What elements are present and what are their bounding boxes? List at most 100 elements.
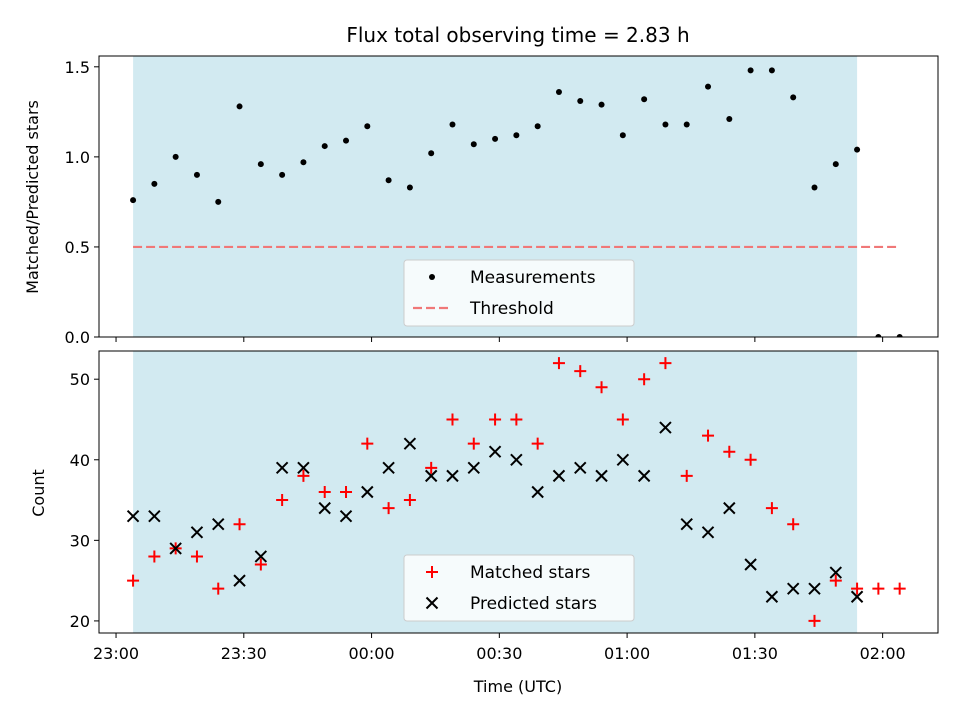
matched-point — [829, 574, 842, 587]
matched-point — [574, 365, 587, 378]
y-tick-label: 1.0 — [65, 148, 90, 167]
predicted-point — [403, 437, 417, 450]
matched-point — [190, 550, 203, 563]
measurement-point — [492, 135, 499, 142]
measurement-point — [406, 184, 413, 191]
matched-point — [744, 453, 757, 466]
axes-frame — [98, 55, 939, 338]
x-tick-label: 02:00 — [860, 644, 906, 663]
top-panel: 0.0 0.5 1.0 1.5 Measurements Threshold — [65, 55, 939, 347]
matched-point — [872, 582, 885, 595]
measurement-point — [619, 132, 626, 139]
measurement-point — [726, 116, 733, 123]
measurement-point — [705, 83, 712, 90]
matched-point — [851, 582, 864, 595]
predicted-point — [637, 469, 651, 483]
matched-point — [446, 413, 459, 426]
predicted-point — [680, 518, 693, 531]
y-tick-label: 50 — [70, 370, 90, 389]
measurement-point — [172, 153, 179, 160]
matched-point — [702, 429, 715, 442]
measurement-point — [385, 177, 392, 184]
measurement-point — [811, 184, 818, 191]
x-axis-label: Time (UTC) — [473, 677, 562, 696]
measurement-point — [662, 121, 669, 128]
x-tick-label: 00:30 — [476, 644, 522, 663]
legend-marker — [426, 566, 438, 578]
matched-point — [254, 558, 267, 571]
matched-point — [765, 502, 778, 515]
predicted-point — [424, 469, 438, 483]
predicted-point — [233, 574, 246, 587]
measurement-point — [875, 334, 882, 337]
matched-point — [148, 550, 161, 563]
measurement-point — [449, 121, 456, 128]
x-tick-label: 00:00 — [349, 644, 395, 663]
predicted-point — [616, 453, 630, 466]
matched-point — [595, 381, 608, 394]
matched-point — [680, 469, 693, 482]
matched-point — [276, 494, 289, 507]
predicted-point — [169, 542, 182, 555]
measurement-point — [683, 121, 690, 128]
predicted-point — [595, 469, 608, 483]
predicted-point — [723, 501, 736, 515]
plot-area — [126, 357, 906, 627]
plot-area — [130, 67, 903, 337]
matched-point — [361, 437, 374, 450]
predicted-point — [339, 509, 353, 523]
measurement-point — [534, 123, 541, 130]
y-tick-label: 0.0 — [65, 328, 90, 347]
legend-label: Threshold — [469, 299, 554, 319]
predicted-point — [318, 501, 331, 515]
matched-point — [318, 486, 331, 498]
predicted-point — [275, 461, 289, 475]
measurement-point — [470, 141, 477, 148]
legend-marker — [429, 274, 435, 280]
matched-point — [510, 413, 523, 426]
predicted-point — [488, 445, 502, 458]
top-y-axis-label: Matched/Predicted stars — [23, 100, 42, 294]
legend-label: Measurements — [470, 268, 596, 288]
measurement-point — [193, 171, 200, 178]
measurement-point — [832, 161, 839, 168]
measurement-point — [577, 98, 584, 105]
y-tick-label: 40 — [70, 451, 90, 470]
measurement-point — [641, 96, 648, 103]
predicted-point — [254, 550, 268, 563]
x-tick-label: 01:30 — [732, 644, 778, 663]
legend-label: Matched stars — [470, 563, 590, 583]
measurement-point — [854, 146, 861, 153]
measurement-point — [513, 132, 520, 139]
matched-point — [893, 582, 906, 595]
predicted-point — [297, 461, 310, 475]
predicted-point — [531, 485, 544, 499]
y-tick-label: 20 — [70, 612, 90, 631]
predicted-point — [701, 526, 715, 539]
predicted-point — [212, 518, 225, 531]
matched-point — [297, 469, 310, 482]
predicted-point — [850, 590, 864, 603]
matched-point — [616, 413, 629, 426]
x-tick-label: 23:00 — [93, 644, 139, 663]
matched-point — [403, 494, 416, 507]
measurement-point — [151, 180, 158, 187]
measurement-point — [747, 67, 754, 74]
matched-point — [808, 614, 821, 627]
predicted-point — [744, 558, 757, 571]
matched-point — [489, 413, 502, 426]
x-tick-label: 01:00 — [604, 644, 650, 663]
predicted-point — [552, 469, 566, 483]
measurement-point — [215, 198, 222, 205]
measurement-point — [428, 150, 435, 157]
measurement-point — [896, 334, 903, 337]
matched-point — [382, 502, 395, 515]
predicted-point — [786, 582, 800, 595]
measurement-point — [364, 123, 371, 130]
matched-point — [531, 437, 544, 450]
predicted-point — [659, 421, 672, 434]
bottom-panel: 20 30 40 50 23:00 23:30 00:00 00:30 01:00 01:30 02… — [70, 350, 939, 663]
chart-title: Flux total observing time = 2.83 h — [346, 23, 689, 47]
predicted-point — [190, 526, 204, 539]
